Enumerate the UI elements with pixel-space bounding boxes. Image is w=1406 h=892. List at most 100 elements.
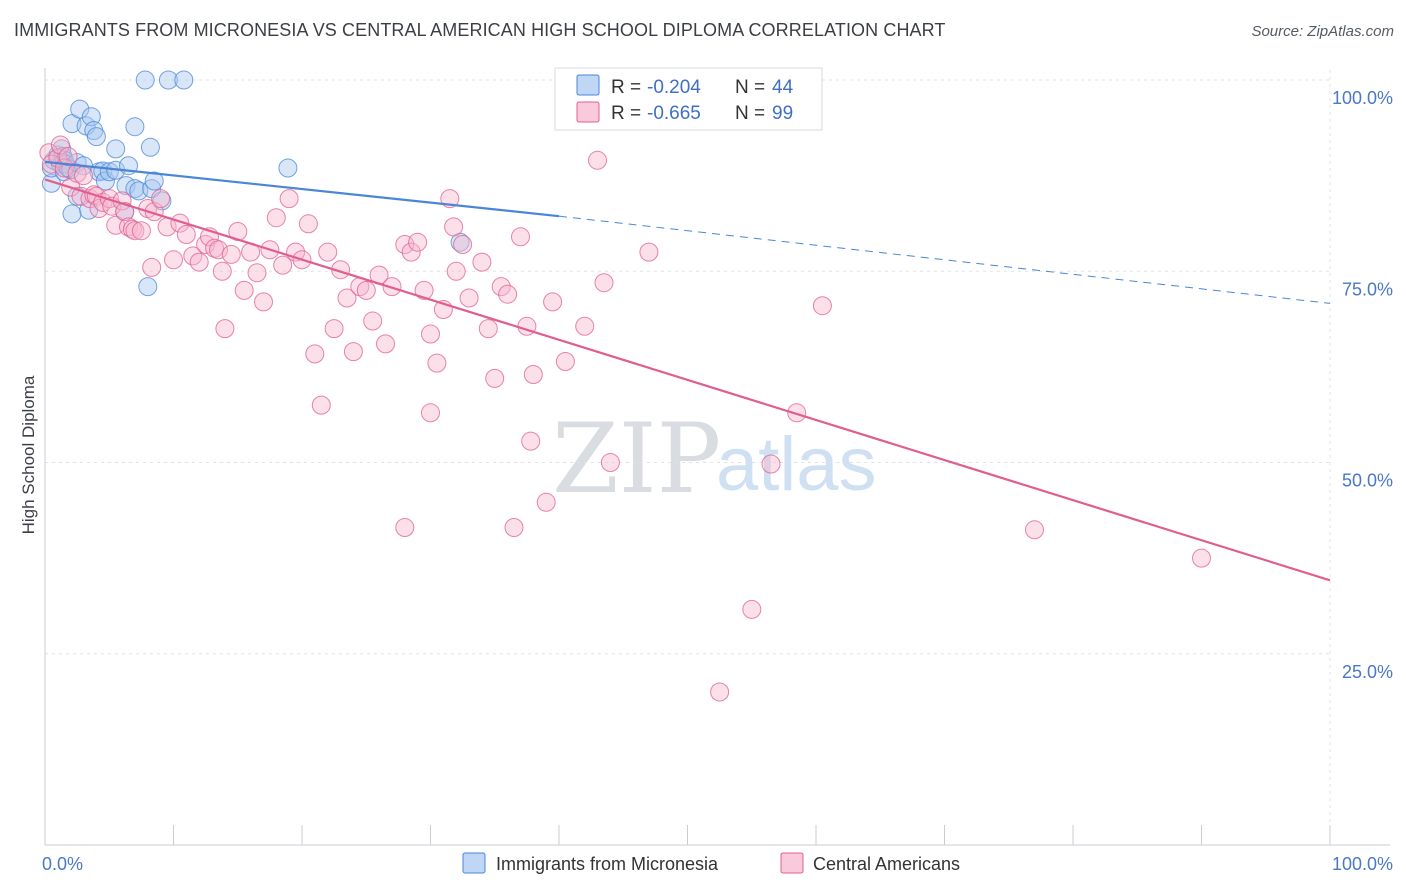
stats-r-label-micronesia: R = — [611, 77, 641, 98]
point-s1-30 — [170, 213, 190, 233]
stats-n-label-micronesia: N = — [735, 77, 765, 98]
point-s0-22 — [86, 127, 106, 147]
point-s1-93 — [761, 454, 781, 474]
point-s1-44 — [247, 263, 267, 283]
point-s1-31 — [176, 225, 196, 244]
point-s1-95 — [812, 296, 832, 316]
point-s1-59 — [343, 342, 363, 362]
legend-label-micronesia: Immigrants from Micronesia — [496, 854, 719, 874]
point-s1-82 — [498, 284, 518, 304]
stats-swatch-central-americans — [576, 101, 600, 123]
y-tick-label-2: 75.0% — [1342, 279, 1393, 299]
point-s1-75 — [446, 261, 466, 281]
trend-lines — [44, 160, 1331, 582]
point-s1-55 — [318, 242, 338, 262]
axes — [44, 68, 1390, 846]
point-s1-81 — [491, 277, 511, 297]
point-s1-22 — [125, 221, 145, 241]
point-s1-68 — [408, 232, 428, 252]
point-s1-9 — [74, 166, 93, 186]
x-tick-label-0: 0.0% — [42, 854, 83, 874]
y-tick-label-0: 25.0% — [1342, 662, 1393, 682]
point-s1-99 — [600, 453, 620, 472]
point-s1-67 — [401, 242, 421, 262]
grid-lines — [45, 70, 1331, 845]
point-s0-12 — [62, 204, 82, 224]
point-s0-39 — [144, 171, 164, 191]
legend-label-central-americans: Central Americans — [813, 854, 960, 874]
point-s1-83 — [511, 227, 530, 247]
point-s1-96 — [1025, 520, 1044, 540]
point-s1-104 — [395, 518, 415, 537]
point-s1-80 — [485, 368, 505, 388]
point-s1-62 — [363, 311, 383, 331]
trendline-s0 — [44, 160, 560, 218]
point-s1-27 — [151, 189, 171, 209]
point-s1-88 — [543, 292, 563, 312]
point-s1-61 — [356, 280, 376, 300]
point-s1-71 — [427, 353, 447, 373]
y-tick-label-3: 100.0% — [1332, 88, 1393, 108]
point-s1-89 — [555, 352, 575, 371]
point-s0-16 — [70, 99, 90, 119]
point-s1-33 — [189, 252, 209, 272]
stats-box: R = -0.204 N = 44 R = -0.665 N = 99 — [554, 67, 823, 131]
point-s1-25 — [142, 257, 162, 277]
point-s1-3 — [50, 135, 70, 155]
point-s1-87 — [536, 492, 556, 512]
point-s1-79 — [478, 319, 498, 339]
data-points — [39, 70, 1211, 702]
point-s1-19 — [115, 202, 135, 222]
point-s1-48 — [273, 255, 293, 275]
point-s1-52 — [298, 214, 318, 234]
point-s1-78 — [472, 252, 492, 272]
stats-n-label-central-americans: N = — [735, 103, 765, 124]
point-s1-90 — [575, 316, 595, 336]
point-s0-43 — [278, 158, 298, 178]
point-s0-42 — [174, 70, 194, 90]
point-s1-38 — [212, 261, 232, 281]
point-s0-36 — [138, 277, 158, 297]
x-tick-label-1: 100.0% — [1332, 854, 1393, 874]
point-s1-58 — [337, 288, 357, 308]
point-s1-49 — [279, 189, 299, 209]
trendline-ext-s0 — [558, 215, 1331, 304]
chart-title: IMMIGRANTS FROM MICRONESIA VS CENTRAL AM… — [14, 20, 946, 40]
legend: Immigrants from Micronesia Central Ameri… — [462, 852, 960, 874]
point-s1-98 — [504, 518, 524, 537]
point-s1-70 — [421, 324, 440, 344]
point-s1-5 — [58, 147, 78, 166]
point-s0-27 — [106, 139, 126, 159]
point-s1-39 — [215, 319, 235, 339]
point-s1-56 — [324, 319, 344, 339]
point-s1-42 — [234, 280, 254, 300]
point-s0-20 — [81, 107, 101, 127]
point-s1-91 — [594, 273, 614, 293]
point-s1-29 — [164, 250, 183, 270]
point-s1-40 — [221, 244, 241, 264]
point-s1-103 — [588, 150, 607, 170]
point-s1-69 — [414, 280, 434, 300]
point-s1-37 — [209, 240, 228, 260]
point-s1-53 — [305, 344, 325, 364]
stats-n-value-micronesia: 44 — [772, 77, 794, 98]
legend-swatch-central-americans — [780, 852, 804, 874]
y-tick-labels: 25.0% 50.0% 75.0% 100.0% — [1332, 88, 1393, 682]
stats-r-label-central-americans: R = — [611, 103, 641, 124]
point-s1-101 — [742, 599, 762, 619]
trendline-s1 — [44, 178, 1331, 582]
point-s0-41 — [158, 70, 178, 90]
point-s1-76 — [453, 235, 473, 254]
point-s1-64 — [376, 334, 395, 354]
watermark: ZIP atlas — [552, 403, 877, 515]
watermark-zip: ZIP — [552, 403, 721, 515]
point-s1-86 — [523, 365, 543, 384]
point-s1-92 — [639, 242, 659, 262]
stats-r-value-micronesia: -0.204 — [647, 77, 701, 98]
x-tick-labels: 0.0% 100.0% — [42, 854, 1393, 874]
point-s0-37 — [140, 137, 160, 157]
point-s1-97 — [1192, 548, 1211, 568]
point-s1-74 — [444, 217, 464, 237]
point-s1-102 — [710, 682, 730, 702]
